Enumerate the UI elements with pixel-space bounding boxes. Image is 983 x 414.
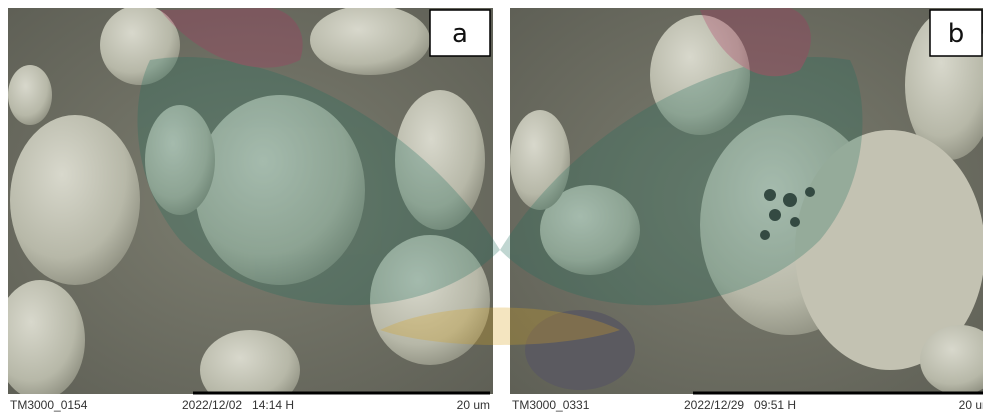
figure: a b TM3000_0154 2022/12/02 14:14 H 20 um… — [0, 0, 983, 414]
image-id: TM3000_0331 — [512, 398, 590, 412]
timestamp: 2022/12/02 14:14 H — [182, 398, 294, 412]
page: a b TM3000_0154 2022/12/02 14:14 H 20 um… — [0, 0, 983, 414]
panel-label: b — [948, 19, 965, 49]
panel-label: a — [452, 19, 468, 49]
image-id: TM3000_0154 — [10, 398, 88, 412]
scale-label: 20 um — [959, 398, 983, 412]
timestamp: 2022/12/29 09:51 H — [684, 398, 796, 412]
scale-label: 20 um — [457, 398, 490, 412]
